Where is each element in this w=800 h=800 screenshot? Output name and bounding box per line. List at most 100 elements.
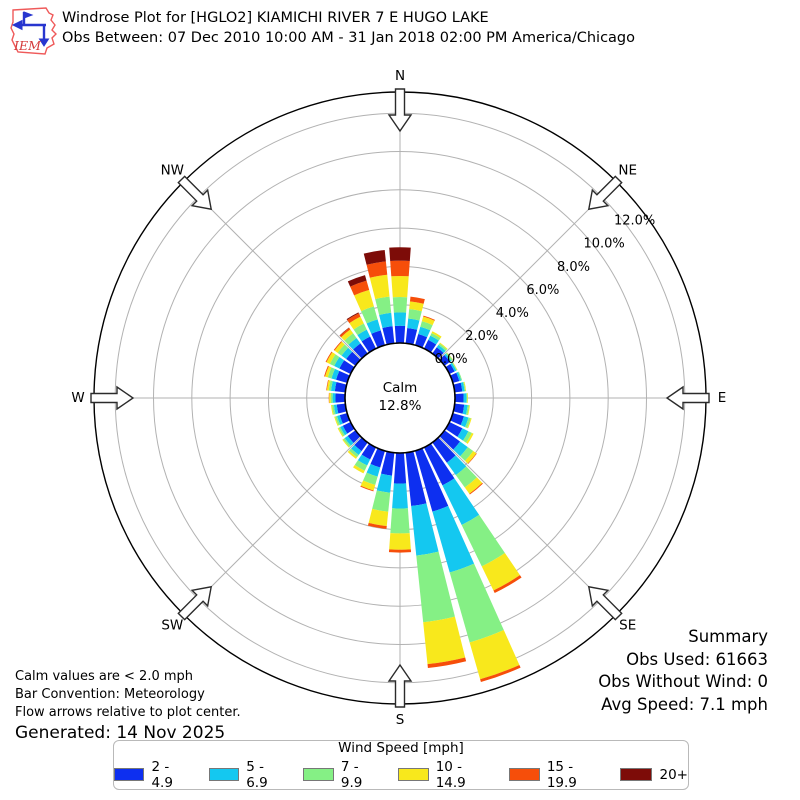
petal-segment [339, 360, 355, 374]
petal-segment [326, 379, 329, 391]
petal-segment [393, 312, 407, 326]
petal-segment [361, 306, 378, 324]
petal-segment [363, 249, 386, 265]
petal-segment [407, 318, 420, 330]
petal-segment [336, 403, 347, 414]
petal-segment [466, 432, 474, 444]
petal-segment [326, 352, 336, 364]
petal-segment [357, 329, 371, 342]
legend-item: 10 - 14.9 [398, 759, 493, 791]
petal-segment [389, 247, 411, 262]
petal-segment [334, 356, 345, 369]
petal-segment [438, 343, 447, 351]
petal-segment [421, 316, 435, 326]
petal-segment [436, 344, 446, 353]
petal-segment [469, 482, 483, 495]
petal-segment [369, 274, 390, 300]
petal-segment [423, 616, 466, 665]
legend-swatch-darkred [620, 768, 653, 781]
compass-label-w: W [71, 390, 84, 406]
legend-label: 10 - 14.9 [435, 758, 466, 791]
legend-label: 20+ [659, 766, 688, 783]
legend-swatch-blue [114, 768, 145, 781]
generated-date: Generated: 14 Nov 2025 [15, 723, 226, 743]
flow-arrows-note: Flow arrows relative to plot center. [15, 705, 241, 720]
petal-segment [467, 418, 472, 429]
petal-segment [430, 333, 441, 341]
petal-segment [457, 428, 469, 441]
calm-label: Calm [383, 380, 418, 396]
petal-segment [463, 393, 467, 403]
petal-segment [388, 549, 412, 553]
petal-segment [394, 325, 406, 344]
petal-segment [334, 416, 339, 426]
summary-block: Summary Obs Used: 61663 Obs Without Wind… [598, 626, 768, 716]
petal-segment [460, 382, 465, 392]
petal-segment [431, 331, 442, 339]
petal-segment [439, 342, 448, 350]
legend-item: 7 - 9.9 [303, 759, 382, 791]
legend-item: 15 - 19.9 [509, 759, 604, 791]
petal-segment [454, 393, 464, 403]
legend-swatch-yellow [398, 768, 429, 781]
flow-arrow [587, 585, 623, 621]
petal-segment [325, 351, 333, 363]
legend-swatch-orange [509, 768, 540, 781]
petal-segment [339, 327, 350, 336]
compass-labels: N NE E SE S SW W NW [71, 68, 726, 728]
petal-segment [458, 371, 463, 381]
iem-logo: IEM [10, 7, 57, 55]
compass-label-sw: SW [161, 618, 183, 634]
petal-segment [453, 382, 463, 393]
wind-speed-legend: Wind Speed [mph] 2 - 4.9 5 - 6.9 7 - 9.9… [113, 740, 689, 791]
petal-segment [432, 347, 444, 359]
petal-segment [445, 422, 463, 437]
petal-segment [462, 404, 468, 415]
petal-segment [334, 382, 347, 393]
petal-segment [335, 393, 346, 403]
petal-segment [464, 451, 477, 464]
petal-segment [327, 367, 335, 379]
petal-segment [481, 552, 520, 591]
flow-arrow [665, 385, 710, 411]
petal-segment [361, 336, 376, 353]
petal-segment [460, 447, 474, 461]
petal-segment [329, 354, 340, 367]
petal-segment [465, 417, 471, 429]
calm-note: Calm values are < 2.0 mph [15, 669, 194, 684]
petal-segment [391, 275, 409, 298]
compass-label-ne: NE [618, 162, 637, 178]
petal-segment [444, 353, 452, 362]
obs-without-wind: Obs Without Wind: 0 [598, 672, 768, 691]
petal-segment [331, 404, 336, 415]
petal-segment [439, 430, 461, 450]
header: Windrose Plot for [HGLO2] KIAMICHI RIVER… [62, 8, 635, 48]
petal-segment [337, 427, 344, 437]
compass-label-nw: NW [161, 162, 184, 178]
petal-segment [442, 478, 480, 525]
petal-segment [341, 347, 353, 360]
petal-segment [353, 464, 365, 474]
petal-segment [469, 630, 520, 680]
petal-segment [371, 330, 385, 348]
petal-segment [415, 448, 449, 512]
ring-label: 4.0% [496, 306, 529, 321]
petal-segment [416, 551, 455, 623]
petal-segment [366, 319, 381, 334]
petal-segment [349, 316, 364, 330]
legend-swatch-green [303, 768, 334, 781]
petal-segment [463, 381, 466, 392]
obs-used: Obs Used: 61663 [626, 649, 768, 669]
legend-item: 2 - 4.9 [114, 759, 193, 791]
petal-segment [348, 337, 361, 350]
flow-arrow [177, 585, 213, 621]
petal-segment [382, 326, 395, 345]
petal-segment [353, 343, 368, 359]
petal-segment [415, 334, 428, 348]
petal-segment [338, 427, 345, 437]
summary-heading: Summary [688, 627, 768, 646]
petal-segment [450, 413, 464, 426]
petal-segment [439, 355, 450, 366]
petal-segment [467, 453, 477, 464]
petal-segment [336, 370, 350, 383]
